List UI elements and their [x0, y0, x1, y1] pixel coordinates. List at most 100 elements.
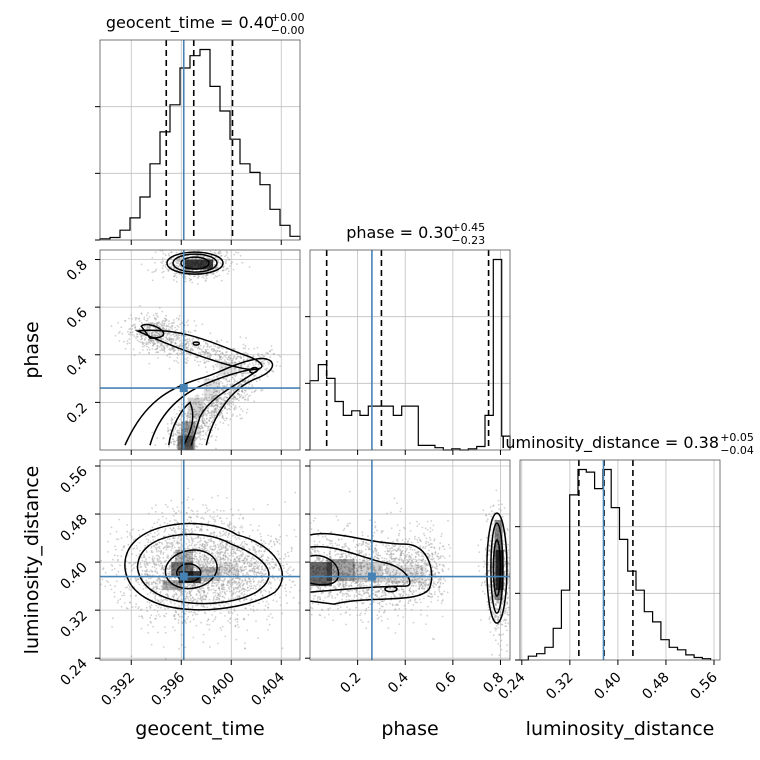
scatter-point	[156, 610, 159, 613]
scatter-point	[142, 334, 145, 337]
scatter-point	[261, 360, 264, 363]
scatter-point	[146, 581, 149, 584]
scatter-point	[140, 341, 142, 344]
scatter-point	[151, 555, 154, 558]
scatter-point	[177, 354, 180, 356]
scatter-point	[202, 570, 205, 573]
scatter-point	[149, 606, 152, 609]
scatter-point	[196, 277, 199, 279]
scatter-point	[175, 317, 178, 319]
scatter-point	[160, 549, 163, 552]
scatter-point	[243, 593, 246, 596]
scatter-point	[173, 551, 176, 554]
scatter-point	[230, 262, 233, 265]
scatter-point	[139, 333, 141, 336]
scatter-point	[205, 384, 208, 387]
scatter-point	[173, 540, 176, 542]
scatter-point	[162, 437, 165, 439]
scatter-point	[204, 568, 207, 571]
scatter-point	[152, 545, 155, 547]
scatter-point	[154, 327, 157, 330]
scatter-point	[169, 348, 171, 350]
scatter-point	[201, 554, 204, 556]
scatter-point	[259, 356, 262, 359]
scatter-point	[159, 615, 161, 618]
scatter-point	[224, 547, 227, 550]
scatter-point	[230, 559, 233, 562]
scatter-point	[209, 353, 212, 356]
scatter-point	[290, 586, 292, 589]
scatter-point	[267, 361, 269, 363]
scatter-point	[177, 265, 180, 268]
scatter-point	[177, 525, 180, 528]
scatter-point	[202, 399, 205, 402]
scatter-point	[241, 541, 244, 543]
scatter-point	[196, 437, 198, 439]
scatter-point	[225, 396, 228, 399]
scatter-point	[224, 549, 227, 552]
scatter-point	[256, 544, 259, 547]
scatter-point	[201, 589, 203, 592]
scatter-point	[259, 581, 262, 584]
scatter-point	[175, 586, 177, 589]
scatter-point	[242, 546, 245, 549]
scatter-point	[200, 567, 203, 570]
scatter-point	[228, 401, 231, 403]
scatter-point	[252, 610, 255, 612]
scatter-point	[227, 525, 230, 528]
scatter-point	[142, 588, 145, 591]
scatter-point	[226, 567, 229, 570]
scatter-point	[192, 597, 195, 600]
scatter-point	[270, 345, 273, 347]
scatter-point	[253, 570, 256, 573]
scatter-point	[190, 544, 193, 547]
scatter-point	[202, 405, 205, 408]
scatter-point	[190, 560, 193, 563]
scatter-point	[212, 366, 215, 368]
scatter-point	[199, 427, 202, 430]
scatter-point	[175, 337, 178, 340]
scatter-point	[196, 526, 198, 528]
scatter-point	[168, 252, 170, 255]
scatter-point	[253, 562, 255, 565]
scatter-point	[190, 590, 193, 592]
scatter-point	[198, 546, 201, 549]
scatter-point	[212, 545, 215, 548]
scatter-point	[186, 421, 189, 424]
scatter-point	[203, 359, 206, 361]
scatter-point	[145, 336, 147, 339]
scatter-point	[228, 532, 230, 535]
scatter-point	[172, 626, 174, 629]
scatter-point	[279, 365, 281, 367]
scatter-point	[224, 378, 227, 380]
scatter-point	[193, 555, 196, 557]
scatter-point	[235, 587, 238, 590]
scatter-point	[202, 543, 204, 546]
scatter-point	[193, 558, 196, 561]
scatter-point	[209, 405, 211, 407]
scatter-point	[265, 559, 268, 561]
scatter-point	[197, 395, 200, 398]
scatter-point	[199, 434, 202, 436]
scatter-point	[215, 353, 217, 356]
scatter-point	[151, 331, 153, 333]
scatter-point	[126, 330, 129, 333]
scatter-point	[135, 579, 138, 582]
scatter-point	[212, 396, 215, 399]
scatter-point	[244, 379, 247, 382]
scatter-point	[152, 331, 154, 334]
scatter-point	[228, 393, 231, 396]
scatter-point	[170, 601, 173, 604]
scatter-point	[230, 406, 233, 408]
scatter-point	[143, 556, 146, 559]
scatter-point	[284, 587, 286, 590]
scatter-point	[264, 573, 266, 576]
scatter-point	[260, 353, 263, 356]
scatter-point	[156, 585, 158, 588]
scatter-point	[215, 598, 218, 601]
scatter-point	[162, 551, 165, 554]
scatter-point	[268, 581, 271, 584]
scatter-point	[149, 322, 152, 324]
scatter-point	[248, 589, 250, 592]
scatter-point	[155, 351, 158, 354]
